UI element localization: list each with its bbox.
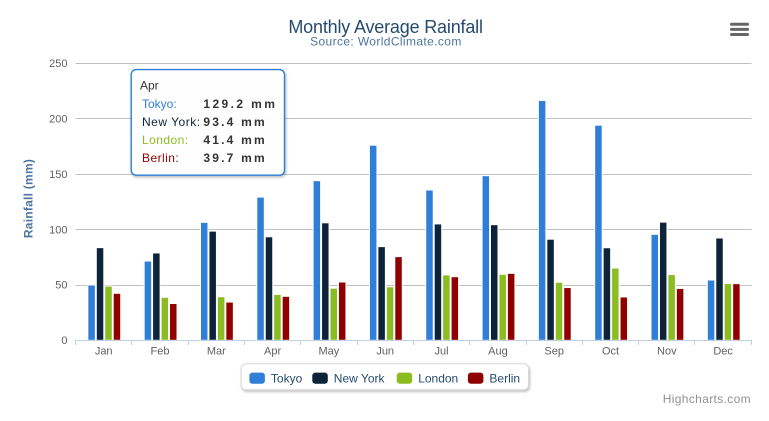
svg-text:Mar: Mar xyxy=(207,345,226,357)
svg-text:50: 50 xyxy=(55,280,67,292)
svg-text:Tokyo:: Tokyo: xyxy=(142,97,177,111)
svg-text:Jul: Jul xyxy=(434,345,448,357)
svg-text:Oct: Oct xyxy=(602,345,619,357)
svg-text:London:: London: xyxy=(142,133,189,147)
svg-text:Apr: Apr xyxy=(264,345,281,357)
svg-text:129.2 mm: 129.2 mm xyxy=(203,97,277,111)
svg-text:200: 200 xyxy=(49,113,67,125)
svg-text:150: 150 xyxy=(49,169,67,181)
svg-text:Berlin: Berlin xyxy=(489,371,520,385)
svg-text:May: May xyxy=(319,345,340,357)
svg-text:Source: WorldClimate.com: Source: WorldClimate.com xyxy=(310,35,462,49)
svg-text:Nov: Nov xyxy=(657,345,677,357)
svg-text:250: 250 xyxy=(49,58,67,70)
svg-text:Rainfall (mm): Rainfall (mm) xyxy=(21,159,35,238)
svg-text:Berlin:: Berlin: xyxy=(142,151,179,165)
svg-text:Monthly Average Rainfall: Monthly Average Rainfall xyxy=(288,17,482,37)
svg-text:Jan: Jan xyxy=(95,345,113,357)
svg-text:Feb: Feb xyxy=(151,345,170,357)
svg-text:Tokyo: Tokyo xyxy=(271,371,303,385)
svg-text:New York:: New York: xyxy=(142,115,201,129)
svg-text:Dec: Dec xyxy=(713,345,733,357)
svg-text:100: 100 xyxy=(49,224,67,236)
svg-text:Apr: Apr xyxy=(140,78,159,92)
svg-text:New York: New York xyxy=(334,371,386,385)
svg-text:93.4 mm: 93.4 mm xyxy=(203,115,266,129)
svg-text:39.7 mm: 39.7 mm xyxy=(203,151,266,165)
svg-text:41.4 mm: 41.4 mm xyxy=(203,133,266,147)
svg-text:Jun: Jun xyxy=(376,345,394,357)
svg-text:Highcharts.com: Highcharts.com xyxy=(663,392,751,406)
svg-text:0: 0 xyxy=(61,335,67,347)
svg-text:London: London xyxy=(418,371,458,385)
svg-text:Aug: Aug xyxy=(488,345,508,357)
svg-text:Sep: Sep xyxy=(544,345,564,357)
